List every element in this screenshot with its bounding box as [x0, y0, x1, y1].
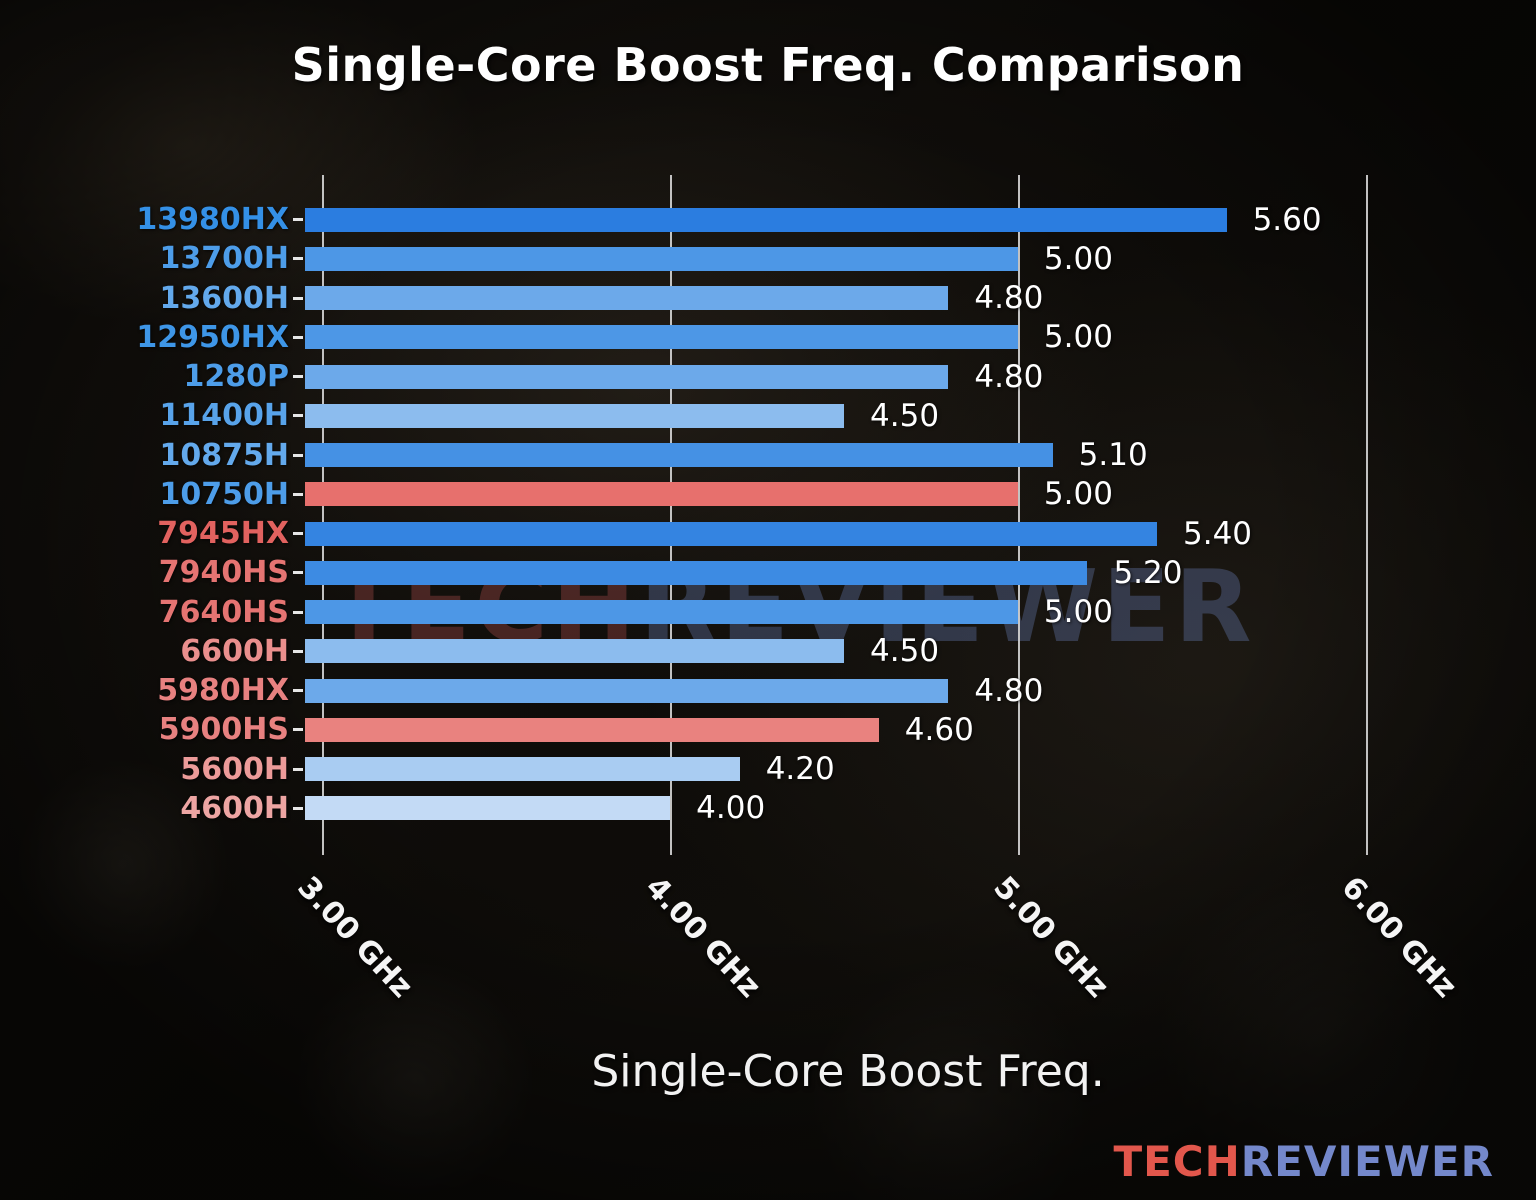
gridline	[1365, 175, 1368, 855]
category-label: 11400H	[159, 398, 289, 434]
category-label: 7945HX	[157, 516, 289, 552]
bar-row: 5600H 4.20	[180, 750, 1470, 789]
bar	[305, 560, 1088, 585]
bar-row: 5900HS 4.60	[159, 710, 1470, 749]
plot-area: 13980HX 5.60 13700H 5.00 13600H 4.80 12950HX 5.…	[136, 175, 1470, 855]
brand-logo-reviewer: REVIEWER	[1240, 1137, 1494, 1186]
bar	[305, 757, 740, 782]
bar-value-label: 4.00	[696, 790, 766, 827]
y-tick-mark	[293, 532, 303, 536]
bar	[305, 639, 845, 664]
category-label: 12950HX	[136, 319, 289, 355]
y-tick-mark	[293, 806, 303, 810]
x-tick-label: 6.00 GHz	[1334, 870, 1464, 1005]
bar-value-label: 5.00	[1043, 594, 1113, 631]
bar-value-label: 4.50	[870, 397, 940, 434]
bar	[305, 207, 1227, 232]
y-tick-mark	[293, 728, 303, 732]
bar-row: 10750H 5.00	[160, 475, 1470, 514]
bar	[305, 482, 1018, 507]
bar	[305, 678, 949, 703]
gridline	[322, 175, 325, 855]
bar	[305, 403, 845, 428]
bar-value-label: 5.60	[1252, 201, 1322, 238]
category-label: 5600H	[180, 751, 289, 787]
category-label: 7940HS	[158, 555, 289, 591]
bar-row: 7940HS 5.20	[159, 553, 1470, 592]
bar-value-label: 5.00	[1043, 476, 1113, 513]
bar-value-label: 4.80	[974, 358, 1044, 395]
bar-value-label: 4.50	[870, 633, 940, 670]
bar-value-label: 5.10	[1078, 437, 1148, 474]
bar	[305, 286, 949, 311]
x-tick-label: 5.00 GHz	[986, 870, 1116, 1005]
bar-row: 4600H 4.00	[180, 789, 1470, 828]
bar-value-label: 4.80	[974, 280, 1044, 317]
y-tick-mark	[293, 218, 303, 222]
bar-row: 13600H 4.80	[160, 279, 1470, 318]
brand-logo: TECHREVIEWER	[1113, 1137, 1494, 1186]
category-label: 4600H	[180, 790, 289, 826]
bar-row: 7640HS 5.00	[159, 593, 1470, 632]
chart-title: Single-Core Boost Freq. Comparison	[291, 38, 1245, 92]
bar-rows: 13980HX 5.60 13700H 5.00 13600H 4.80 12950HX 5.…	[136, 200, 1470, 828]
y-tick-mark	[293, 492, 303, 496]
y-tick-mark	[293, 453, 303, 457]
category-label: 13980HX	[136, 202, 289, 238]
bar-value-label: 5.20	[1113, 554, 1183, 591]
gridline	[1017, 175, 1020, 855]
category-label: 10750H	[159, 476, 289, 512]
x-axis-title: Single-Core Boost Freq.	[591, 1046, 1105, 1097]
bar	[305, 521, 1157, 546]
category-label: 10875H	[159, 437, 289, 473]
y-tick-mark	[293, 375, 303, 379]
y-tick-mark	[293, 571, 303, 575]
bar-row: 10875H 5.10	[160, 436, 1470, 475]
x-tick-label: 3.00 GHz	[290, 870, 420, 1005]
bar-row: 6600H 4.50	[180, 632, 1470, 671]
y-tick-mark	[293, 649, 303, 653]
y-tick-mark	[293, 257, 303, 261]
bar-row: 11400H 4.50	[160, 396, 1470, 435]
bar-row: 1280P 4.80	[184, 357, 1470, 396]
bar-value-label: 5.00	[1043, 319, 1113, 356]
bar	[305, 364, 949, 389]
bar-value-label: 4.20	[765, 751, 835, 788]
bar-value-label: 5.40	[1183, 515, 1253, 552]
bar	[305, 443, 1053, 468]
y-tick-mark	[293, 296, 303, 300]
category-label: 6600H	[180, 633, 289, 669]
y-tick-mark	[293, 414, 303, 418]
y-tick-mark	[293, 767, 303, 771]
bar-row: 13980HX 5.60	[136, 200, 1470, 239]
y-tick-mark	[293, 610, 303, 614]
y-tick-mark	[293, 335, 303, 339]
bar-row: 7945HX 5.40	[157, 514, 1470, 553]
bar-value-label: 5.00	[1043, 240, 1113, 277]
x-axis-ticks: 3.00 GHz 4.00 GHz 5.00 GHz 6.00 GHz	[291, 862, 1470, 1042]
gridline-layer	[305, 175, 1470, 855]
category-label: 5900HS	[158, 712, 289, 748]
x-tick-label: 4.00 GHz	[638, 870, 768, 1005]
bar	[305, 246, 1018, 271]
bar-row: 5980HX 4.80	[157, 671, 1470, 710]
bar-row: 12950HX 5.00	[136, 318, 1470, 357]
bar	[305, 600, 1018, 625]
bar	[305, 717, 879, 742]
category-label: 13600H	[159, 280, 289, 316]
category-label: 7640HS	[158, 594, 289, 630]
y-tick-mark	[293, 689, 303, 693]
bar	[305, 325, 1018, 350]
gridline	[670, 175, 673, 855]
category-label: 1280P	[183, 359, 289, 395]
category-label: 5980HX	[157, 673, 289, 709]
bar	[305, 796, 671, 821]
bar-value-label: 4.60	[904, 711, 974, 748]
category-label: 13700H	[159, 241, 289, 277]
bar-row: 13700H 5.00	[160, 239, 1470, 278]
bar-value-label: 4.80	[974, 672, 1044, 709]
brand-logo-tech: TECH	[1113, 1137, 1241, 1186]
